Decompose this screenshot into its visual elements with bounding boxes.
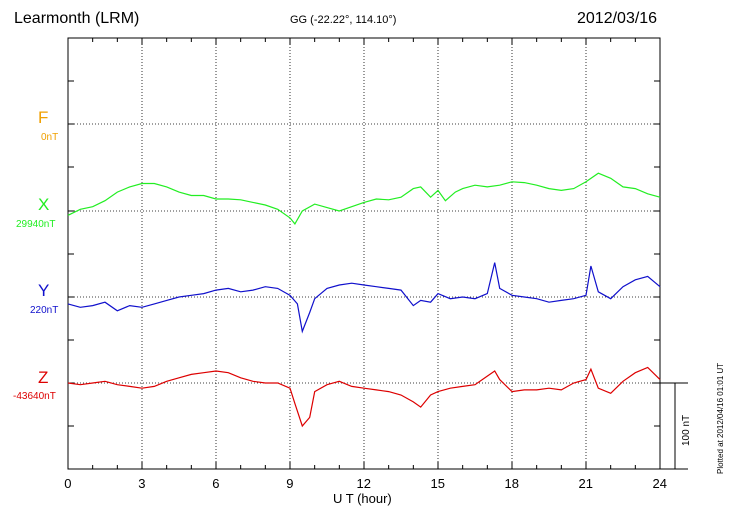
x-tick-label: 0	[64, 476, 72, 491]
x-tick-label: 21	[578, 476, 593, 491]
baseline-Y: 220nT	[30, 305, 59, 316]
baseline-X: 29940nT	[16, 219, 56, 230]
grid-layer	[67, 37, 661, 470]
x-tick-label: 18	[504, 476, 519, 491]
plot-date: 2012/03/16	[577, 10, 658, 27]
plot-frame	[67, 37, 661, 470]
baseline-F: 0nT	[41, 132, 59, 143]
plotted-timestamp: Plotted at 2012/04/16 01:01 UT	[716, 362, 725, 474]
label-F: F	[38, 108, 49, 127]
series-line-Y	[67, 262, 661, 334]
x-tick-label: 9	[286, 476, 294, 491]
scale-bar	[652, 382, 688, 470]
x-axis-label: U T (hour)	[333, 491, 392, 506]
x-tick-label: 6	[212, 476, 220, 491]
series-line-X	[67, 172, 661, 225]
x-tick-label: 24	[652, 476, 667, 491]
label-X: X	[38, 195, 50, 214]
baseline-Z: -43640nT	[13, 391, 56, 402]
station-title: Learmonth (LRM)	[14, 10, 140, 27]
station-coordinates: GG (-22.22°, 114.10°)	[290, 14, 397, 26]
scale-bar-label: 100 nT	[681, 414, 692, 446]
label-Z: Z	[38, 368, 49, 387]
series-layer	[67, 172, 661, 428]
x-tick-label: 3	[138, 476, 146, 491]
series-line-Z	[67, 366, 661, 428]
label-Y: Y	[38, 281, 50, 300]
x-tick-label: 15	[430, 476, 445, 491]
x-tick-label: 12	[356, 476, 371, 491]
